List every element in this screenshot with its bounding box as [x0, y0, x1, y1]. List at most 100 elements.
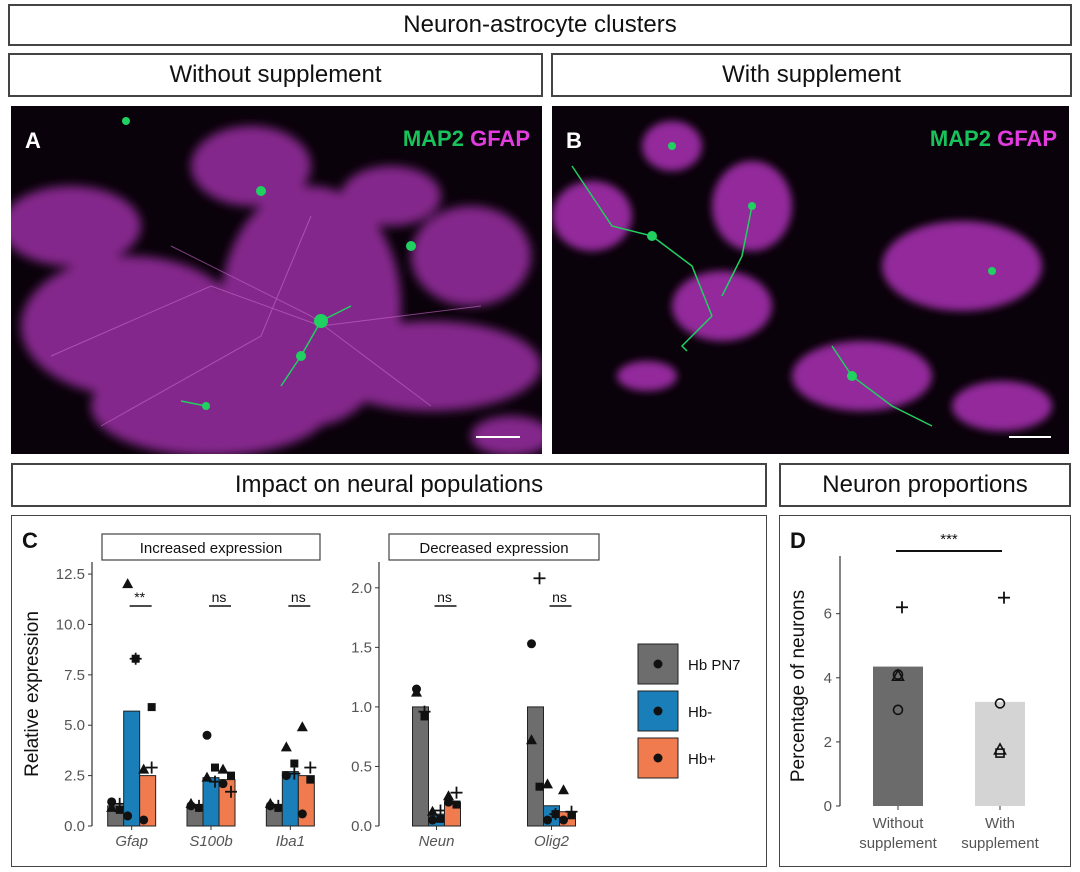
y-tick-label: 5.0 [64, 717, 85, 734]
main-title: Neuron-astrocyte clusters [403, 11, 677, 38]
point-Neun-Hb--1 [436, 814, 445, 823]
panel-c: C Relative expression Increased expressi… [11, 515, 767, 867]
d-category-label-1-1: supplement [961, 835, 1039, 852]
micrograph-a: A MAP2 GFAP [11, 106, 542, 454]
neuron-header-box: Neuron proportions [779, 463, 1071, 507]
point-Iba1-Hb+-0 [297, 809, 307, 819]
c-ylabel: Relative expression [22, 611, 43, 777]
d-point-square-1 [995, 748, 1005, 758]
legend-dot-2 [653, 753, 663, 763]
micrograph-a-image [11, 117, 542, 454]
category-label-Gfap: Gfap [115, 833, 148, 850]
significance-Gfap: ** [134, 589, 145, 605]
d-category-label-0-0: Without [873, 815, 925, 832]
point-S100b-Hb--2 [201, 771, 213, 782]
category-label-Iba1: Iba1 [276, 833, 305, 850]
without-supplement-header: Without supplement [169, 61, 382, 88]
y-tick-label: 0.0 [351, 818, 372, 835]
point-Olig2-Hb PN7-2 [526, 734, 537, 745]
point-Neun-Hb PN7-2 [411, 686, 422, 697]
point-Olig2-Hb--2 [542, 778, 553, 789]
point-Gfap-Hb+-0 [139, 815, 149, 825]
point-Gfap-Hb PN7-2 [106, 801, 118, 812]
point-S100b-Hb--1 [211, 763, 219, 772]
with-supplement-header-box: With supplement [551, 53, 1072, 97]
point-Olig2-Hb PN7-0 [527, 639, 536, 649]
facet-strip [101, 533, 321, 561]
gfap-label-a: GFAP [470, 126, 530, 151]
facet-strip [388, 533, 600, 561]
significance-S100b: ns [212, 589, 227, 605]
point-Neun-Hb--0 [428, 815, 437, 825]
point-Neun-Hb--2 [427, 805, 438, 816]
point-Neun-Hb+-1 [452, 800, 461, 809]
point-Olig2-Hb PN7-1 [535, 782, 544, 791]
panel-a-stain-legend: MAP2 GFAP [403, 126, 530, 152]
panel-c-label: C [22, 528, 38, 553]
map2-label-a: MAP2 [402, 126, 464, 151]
legend-label-1: Hb- [688, 704, 712, 721]
bar-Gfap-Hb- [123, 710, 141, 827]
point-Neun-Hb+-2 [443, 790, 454, 801]
without-supplement-header-box: Without supplement [8, 53, 543, 97]
category-label-S100b: S100b [189, 833, 232, 850]
bar-S100b-Hb- [202, 777, 220, 827]
y-tick-label: 2.5 [64, 768, 85, 785]
point-Olig2-Hb+-0 [559, 815, 568, 825]
d-bar-0 [873, 666, 923, 806]
panel-d-chart: D Percentage of neurons 0 2 4 6 Without suppl… [788, 528, 1040, 852]
impact-header: Impact on neural populations [234, 471, 544, 498]
point-Olig2-Hb+-2 [558, 784, 569, 795]
point-S100b-Hb--0 [202, 730, 212, 740]
d-y-tick-label: 2 [824, 734, 832, 751]
y-tick-label: 7.5 [64, 667, 85, 684]
neuron-header: Neuron proportions [822, 471, 1028, 498]
d-ylabel: Percentage of neurons [788, 590, 809, 782]
y-tick-label: 2.0 [351, 580, 372, 597]
panel-d-label: D [790, 528, 806, 553]
legend-label-0: Hb PN7 [688, 657, 741, 674]
y-tick-label: 12.5 [56, 566, 85, 583]
point-S100b-Hb+-0 [218, 779, 228, 789]
d-point-circle-1 [994, 698, 1006, 709]
significance-Iba1: ns [291, 589, 306, 605]
d-category-label-1-0: With [985, 815, 1015, 832]
map2-label-b: MAP2 [929, 126, 991, 151]
panel-d: D Percentage of neurons 0 2 4 6 Without suppl… [779, 515, 1071, 867]
micrograph-b: B MAP2 GFAP [552, 106, 1069, 454]
category-label-Olig2: Olig2 [534, 833, 570, 850]
bar-Olig2-Hb PN7 [527, 706, 544, 827]
legend-dot-1 [653, 706, 663, 716]
d-category-label-0-1: supplement [859, 835, 937, 852]
panel-b-label: B [566, 128, 582, 153]
micrograph-b-image [552, 121, 1052, 438]
point-Gfap-Hb--0 [123, 811, 133, 821]
point-Gfap-Hb+-1 [147, 703, 156, 712]
y-tick-label: 0.5 [351, 758, 372, 775]
panel-b-stain-legend: MAP2 GFAP [930, 126, 1057, 152]
d-point-circle2-0 [892, 704, 904, 716]
y-tick-label: 10.0 [56, 616, 85, 633]
point-Gfap-Hb--2 [122, 578, 134, 589]
point-Iba1-Hb--0 [281, 771, 291, 781]
category-label-Neun: Neun [419, 833, 455, 850]
main-title-box: Neuron-astrocyte clusters [8, 4, 1072, 46]
point-Gfap-Hb+-2 [138, 763, 150, 774]
y-tick-label: 0.0 [64, 818, 85, 835]
d-y-tick-label: 0 [824, 798, 832, 815]
legend-dot-0 [653, 659, 663, 669]
d-significance: *** [940, 531, 958, 548]
legend-label-2: Hb+ [688, 751, 716, 768]
significance-Olig2: ns [552, 589, 567, 605]
impact-header-box: Impact on neural populations [11, 463, 767, 507]
gfap-label-b: GFAP [997, 126, 1057, 151]
panel-c-charts: C Relative expression Increased expressi… [22, 528, 741, 850]
y-tick-label: 1.0 [351, 699, 372, 716]
point-Iba1-Hb--2 [280, 741, 292, 752]
point-S100b-Hb+-1 [227, 771, 235, 780]
bar-Gfap-Hb+ [139, 775, 157, 827]
point-Olig2-Hb--0 [543, 815, 552, 825]
facet-strip-label: Increased expression [140, 540, 283, 557]
point-Gfap-Hb PN7-1 [115, 805, 124, 814]
facet-strip-label: Decreased expression [419, 540, 568, 557]
